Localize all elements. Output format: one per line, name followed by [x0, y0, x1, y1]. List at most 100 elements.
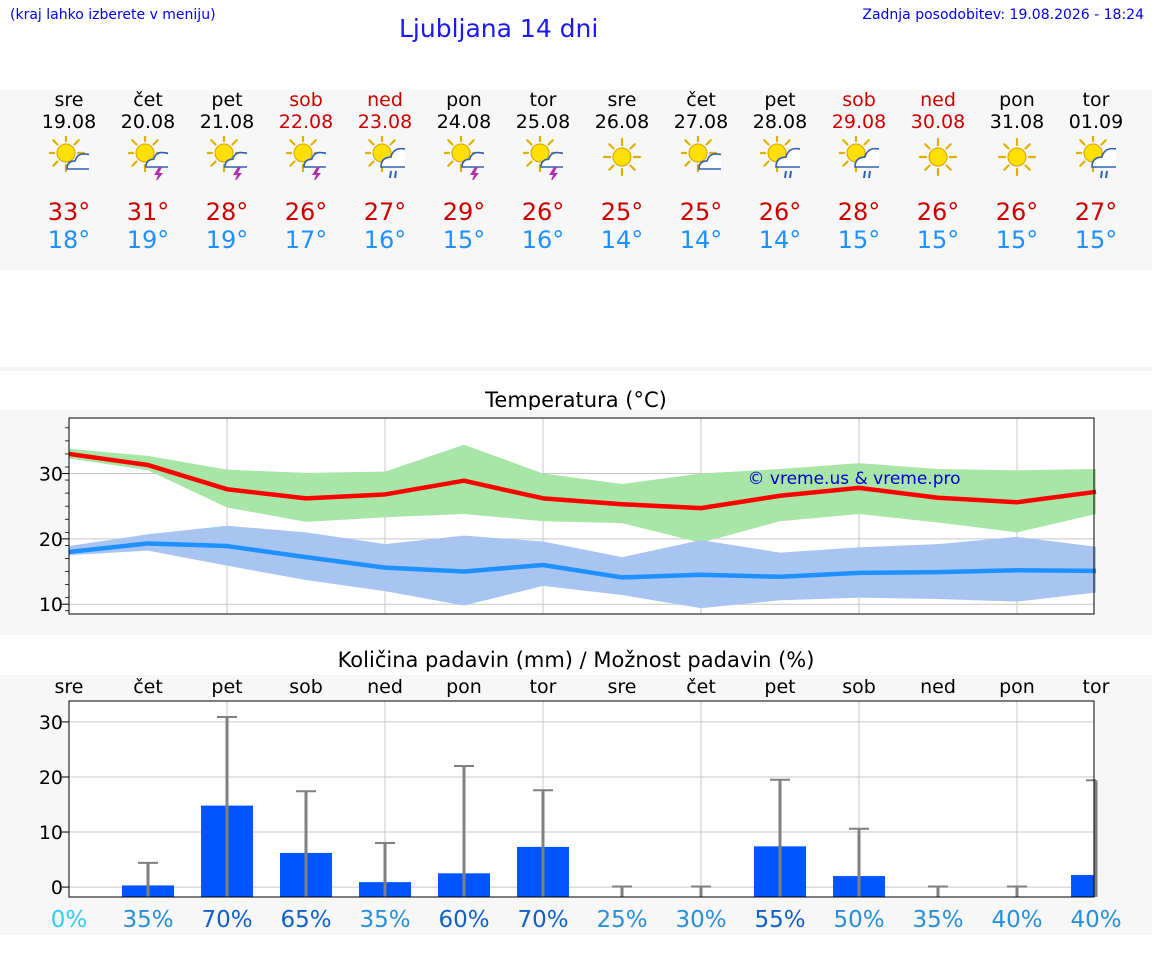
y-tick-label: 0	[51, 877, 63, 899]
max-temp: 31°	[126, 198, 170, 226]
day-tick-label: tor	[530, 676, 557, 698]
min-temp: 15°	[442, 226, 486, 254]
precip-probability-label: 30%	[675, 907, 726, 933]
day-name: ned	[920, 89, 956, 111]
day-date: 27.08	[673, 111, 729, 133]
min-temp: 15°	[995, 226, 1039, 254]
max-temp: 27°	[1074, 198, 1118, 226]
precip-probability-label: 70%	[201, 907, 252, 933]
y-tick-label: 30	[39, 464, 63, 486]
sun-rain-icon	[365, 136, 405, 179]
day-name: pet	[211, 89, 243, 111]
y-tick-label: 30	[39, 712, 63, 734]
max-temp: 26°	[758, 198, 802, 226]
precip-probability-label: 0%	[51, 907, 88, 933]
day-tick-label: pon	[999, 676, 1035, 698]
sun-rain-icon	[760, 136, 800, 179]
max-temp: 26°	[521, 198, 565, 226]
day-date: 24.08	[436, 111, 492, 133]
day-tick-label: pet	[764, 676, 795, 698]
day-name: čet	[686, 89, 716, 111]
last-update-text: Zadnja posodobitev: 19.08.2026 - 18:24	[862, 7, 1144, 23]
precipitation-chart: sre čet pet sob ned pon tor sre čet pet sob ned pon t…	[0, 675, 1152, 935]
day-tick-label: tor	[1083, 676, 1110, 698]
day-date: 30.08	[910, 111, 966, 133]
min-temp: 14°	[758, 226, 802, 254]
y-tick-label: 10	[39, 594, 63, 616]
sun-thunder-icon	[444, 136, 484, 180]
max-temp-line	[68, 451, 1097, 511]
precip-probability-label: 25%	[596, 907, 647, 933]
day-date: 31.08	[989, 111, 1045, 133]
max-temp: 26°	[995, 198, 1039, 226]
day-tick-label: čet	[686, 676, 716, 698]
sun-cloud-icon	[681, 136, 721, 173]
location-hint-link[interactable]: (kraj lahko izberete v meniju)	[10, 7, 216, 23]
sun-thunder-icon	[523, 136, 563, 180]
sun-icon	[602, 137, 642, 177]
day-tick-label: ned	[920, 676, 956, 698]
day-tick-label: pon	[446, 676, 482, 698]
day-tick-label: sre	[55, 676, 84, 698]
max-temp: 28°	[205, 198, 249, 226]
precip-bar	[1071, 874, 1096, 897]
day-name: pon	[446, 89, 482, 111]
day-date: 25.08	[515, 111, 571, 133]
day-name: ned	[367, 89, 403, 111]
min-temp-line	[68, 541, 1097, 580]
max-temp: 26°	[284, 198, 328, 226]
plot-frame	[68, 700, 1095, 898]
precip-probability-label: 35%	[122, 907, 173, 933]
y-tick-label: 10	[39, 822, 63, 844]
day-name: tor	[529, 89, 557, 111]
day-name: sob	[289, 89, 323, 111]
day-name: pet	[764, 89, 796, 111]
max-temp: 29°	[442, 198, 486, 226]
day-name: sre	[607, 89, 637, 111]
sun-thunder-icon	[207, 136, 247, 180]
day-name: pon	[999, 89, 1035, 111]
day-date: 23.08	[357, 111, 413, 133]
day-name: sob	[842, 89, 876, 111]
precipitation-chart-title: Količina padavin (mm) / Možnost padavin …	[337, 648, 815, 672]
day-date: 20.08	[120, 111, 176, 133]
precip-probability-label: 55%	[754, 907, 805, 933]
sun-rain-icon	[839, 136, 879, 179]
plot-frame	[68, 417, 1095, 615]
day-date: 28.08	[752, 111, 808, 133]
max-temp: 33°	[47, 198, 91, 226]
section-divider	[0, 367, 1152, 371]
y-tick-label: 20	[39, 767, 63, 789]
min-temp: 14°	[600, 226, 644, 254]
precip-probability-label: 65%	[280, 907, 331, 933]
min-temp: 16°	[521, 226, 565, 254]
day-date: 19.08	[41, 111, 97, 133]
precip-probability-label: 40%	[991, 907, 1042, 933]
precip-probability-label: 70%	[517, 907, 568, 933]
sun-cloud-icon	[49, 136, 89, 173]
max-range-band	[69, 444, 1096, 543]
max-temp: 28°	[837, 198, 881, 226]
day-date: 22.08	[278, 111, 334, 133]
precip-probability-label: 40%	[1070, 907, 1121, 933]
day-date: 29.08	[831, 111, 887, 133]
min-temp: 18°	[47, 226, 91, 254]
min-temp: 15°	[916, 226, 960, 254]
max-temp: 27°	[363, 198, 407, 226]
precip-probability-label: 60%	[438, 907, 489, 933]
max-temp: 26°	[916, 198, 960, 226]
min-temp: 19°	[205, 226, 249, 254]
temperature-chart: 10 20 30 © vreme.us & vreme.pro	[0, 410, 1152, 635]
day-tick-label: pet	[211, 676, 242, 698]
min-range-band	[69, 525, 1096, 609]
watermark-text: © vreme.us & vreme.pro	[747, 469, 960, 489]
temperature-chart-title: Temperatura (°C)	[485, 388, 667, 412]
sun-icon	[918, 137, 958, 177]
day-tick-label: sob	[289, 676, 323, 698]
y-tick-label: 20	[39, 529, 63, 551]
day-tick-label: čet	[133, 676, 163, 698]
min-temp: 19°	[126, 226, 170, 254]
sun-thunder-icon	[128, 136, 168, 180]
sun-thunder-icon	[286, 136, 326, 180]
day-name: tor	[1082, 89, 1110, 111]
